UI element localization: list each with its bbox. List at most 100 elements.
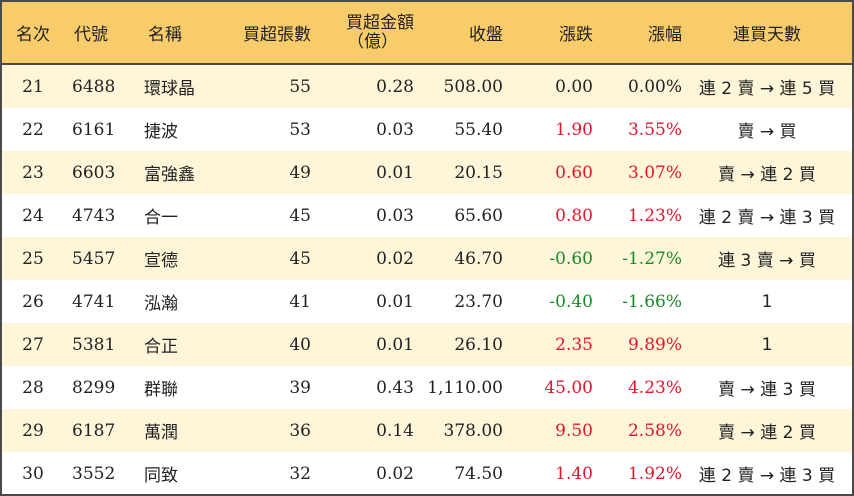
code-cell: 6187 xyxy=(72,420,116,441)
change-pct-cell: 2.58% xyxy=(627,420,682,441)
header-consecutive-days: 連買天數 xyxy=(733,25,801,45)
header-change-pct: 漲幅 xyxy=(648,25,682,45)
name-cell: 富強鑫 xyxy=(144,165,195,185)
change-pct-cell: 9.89% xyxy=(627,334,682,355)
code-cell: 4743 xyxy=(72,205,116,226)
code-cell: 3552 xyxy=(72,463,116,484)
close-cell: 46.70 xyxy=(454,248,503,269)
code-cell: 5381 xyxy=(72,334,116,355)
consecutive-days-cell: 連 2 賣 → 連 3 買 xyxy=(698,208,836,228)
amount-cell: 0.02 xyxy=(376,248,414,269)
amount-cell: 0.14 xyxy=(376,420,414,441)
header-code: 代號 xyxy=(74,25,108,45)
name-cell: 群聯 xyxy=(144,380,178,400)
consecutive-days-cell: 1 xyxy=(761,334,773,355)
header-net-buy-shares: 買超張數 xyxy=(243,25,311,45)
rank-cell: 27 xyxy=(22,334,44,355)
rank-cell: 24 xyxy=(22,205,44,226)
change-pct-cell: 3.55% xyxy=(627,119,682,140)
table-header-row: 名次 代號 名稱 買超張數 買超金額 （億） 收盤 漲跌 漲幅 連買天數 xyxy=(2,2,852,65)
header-rank: 名次 xyxy=(16,25,50,45)
consecutive-days-cell: 賣 → 買 xyxy=(737,122,797,142)
change-cell: 2.35 xyxy=(555,334,593,355)
consecutive-days-cell: 賣 → 連 2 買 xyxy=(718,165,816,185)
consecutive-days-cell: 連 3 賣 → 買 xyxy=(718,251,816,271)
amount-cell: 0.01 xyxy=(376,162,414,183)
change-cell: 0.00 xyxy=(555,76,593,97)
rank-cell: 26 xyxy=(22,291,44,312)
table-row: 25 5457 宣德 45 0.02 46.70 -0.60 -1.27% 連 … xyxy=(2,237,852,280)
change-cell: 0.60 xyxy=(555,162,593,183)
table-row: 24 4743 合一 45 0.03 65.60 0.80 1.23% 連 2 … xyxy=(2,194,852,237)
consecutive-days-cell: 連 2 賣 → 連 5 買 xyxy=(698,79,836,99)
name-cell: 環球晶 xyxy=(144,79,195,99)
consecutive-days-cell: 賣 → 連 3 買 xyxy=(718,380,816,400)
amount-cell: 0.01 xyxy=(376,334,414,355)
change-pct-cell: 1.92% xyxy=(627,463,682,484)
rank-cell: 28 xyxy=(22,377,44,398)
change-cell: 45.00 xyxy=(544,377,593,398)
name-cell: 合一 xyxy=(144,208,178,228)
table-row: 27 5381 合正 40 0.01 26.10 2.35 9.89% 1 xyxy=(2,323,852,366)
name-cell: 泓瀚 xyxy=(144,294,178,314)
amount-cell: 0.28 xyxy=(376,76,414,97)
table-row: 21 6488 環球晶 55 0.28 508.00 0.00 0.00% 連 … xyxy=(2,65,852,108)
shares-cell: 39 xyxy=(289,377,311,398)
table-row: 28 8299 群聯 39 0.43 1,110.00 45.00 4.23% … xyxy=(2,366,852,409)
table-row: 30 3552 同致 32 0.02 74.50 1.40 1.92% 連 2 … xyxy=(2,452,852,494)
close-cell: 1,110.00 xyxy=(427,377,503,398)
consecutive-days-cell: 連 2 賣 → 連 3 買 xyxy=(698,466,836,486)
name-cell: 捷波 xyxy=(144,122,178,142)
amount-cell: 0.03 xyxy=(376,119,414,140)
consecutive-days-cell: 1 xyxy=(761,291,773,312)
amount-cell: 0.01 xyxy=(376,291,414,312)
table-row: 29 6187 萬潤 36 0.14 378.00 9.50 2.58% 賣 →… xyxy=(2,409,852,452)
code-cell: 6603 xyxy=(72,162,116,183)
shares-cell: 40 xyxy=(289,334,311,355)
amount-cell: 0.43 xyxy=(376,377,414,398)
shares-cell: 45 xyxy=(289,248,311,269)
header-name: 名稱 xyxy=(148,25,182,45)
rank-cell: 23 xyxy=(22,162,44,183)
close-cell: 23.70 xyxy=(454,291,503,312)
amount-cell: 0.03 xyxy=(376,205,414,226)
change-cell: 0.80 xyxy=(555,205,593,226)
shares-cell: 49 xyxy=(289,162,311,183)
change-pct-cell: -1.27% xyxy=(622,248,682,269)
name-cell: 萬潤 xyxy=(144,423,178,443)
shares-cell: 45 xyxy=(289,205,311,226)
name-cell: 宣德 xyxy=(144,251,178,271)
header-net-buy-amount-unit: （億） xyxy=(347,31,398,52)
header-net-buy-amount-label: 買超金額 xyxy=(346,12,414,33)
name-cell: 同致 xyxy=(144,466,178,486)
change-cell: -0.40 xyxy=(549,291,593,312)
close-cell: 55.40 xyxy=(454,119,503,140)
close-cell: 74.50 xyxy=(454,463,503,484)
shares-cell: 32 xyxy=(289,463,311,484)
change-pct-cell: 3.07% xyxy=(627,162,682,183)
code-cell: 6161 xyxy=(72,119,116,140)
shares-cell: 41 xyxy=(289,291,311,312)
change-cell: -0.60 xyxy=(549,248,593,269)
shares-cell: 53 xyxy=(289,119,311,140)
table-row: 26 4741 泓瀚 41 0.01 23.70 -0.40 -1.66% 1 xyxy=(2,280,852,323)
shares-cell: 55 xyxy=(289,76,311,97)
table-row: 22 6161 捷波 53 0.03 55.40 1.90 3.55% 賣 → … xyxy=(2,108,852,151)
close-cell: 508.00 xyxy=(443,76,503,97)
close-cell: 26.10 xyxy=(454,334,503,355)
header-change: 漲跌 xyxy=(559,25,593,45)
change-cell: 1.90 xyxy=(555,119,593,140)
code-cell: 6488 xyxy=(72,76,116,97)
change-pct-cell: 4.23% xyxy=(627,377,682,398)
code-cell: 5457 xyxy=(72,248,116,269)
change-cell: 1.40 xyxy=(555,463,593,484)
name-cell: 合正 xyxy=(144,337,178,357)
table-row: 23 6603 富強鑫 49 0.01 20.15 0.60 3.07% 賣 →… xyxy=(2,151,852,194)
rank-cell: 25 xyxy=(22,248,44,269)
table-body: 21 6488 環球晶 55 0.28 508.00 0.00 0.00% 連 … xyxy=(2,65,852,494)
change-pct-cell: -1.66% xyxy=(622,291,682,312)
code-cell: 4741 xyxy=(72,291,116,312)
close-cell: 20.15 xyxy=(454,162,503,183)
rank-cell: 22 xyxy=(22,119,44,140)
